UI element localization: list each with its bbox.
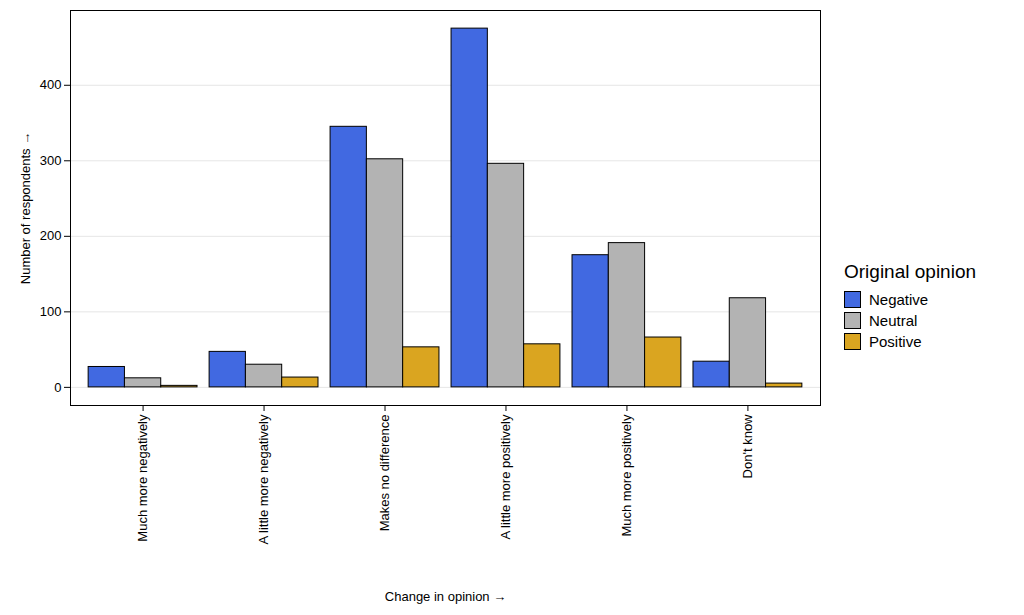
svg-text:Change in opinion →: Change in opinion → (385, 589, 506, 604)
html-text:Neutral: Neutral (869, 312, 918, 329)
svg-text:100: 100 (40, 304, 62, 319)
svg-text:Number of respondents →: Number of respondents → (18, 132, 33, 284)
svg-text:Makes no difference: Makes no difference (377, 415, 392, 532)
svg-text:300: 300 (40, 153, 62, 168)
svg-text:0: 0 (54, 380, 61, 395)
svg-text:Much more positively: Much more positively (619, 414, 634, 537)
svg-text:A little more positively: A little more positively (498, 414, 513, 539)
html-text:Original opinion: Original opinion (844, 261, 976, 282)
svg-text:200: 200 (40, 228, 62, 243)
html-text:Positive: Positive (869, 333, 922, 350)
html-text:Negative: Negative (869, 291, 929, 308)
svg-text:A little more negatively: A little more negatively (256, 414, 271, 545)
svg-text:Much more negatively: Much more negatively (135, 414, 150, 542)
svg-text:Don't know: Don't know (740, 414, 755, 479)
svg-text:400: 400 (40, 77, 62, 92)
